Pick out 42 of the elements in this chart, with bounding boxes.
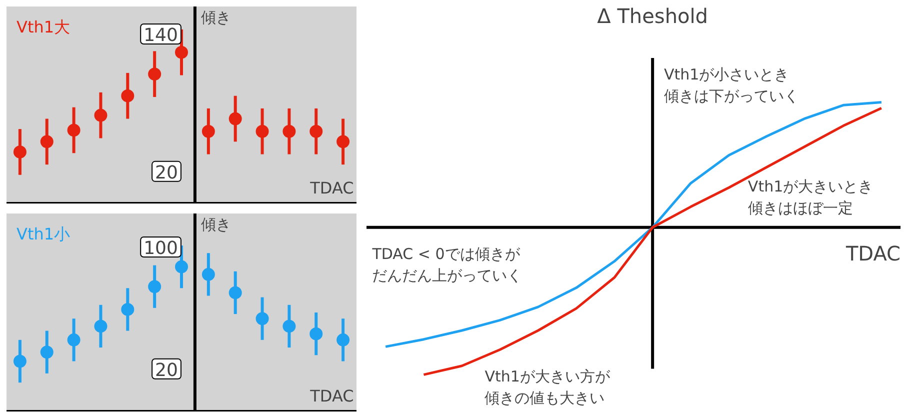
point (282, 320, 296, 333)
point (40, 346, 54, 359)
point (13, 145, 26, 158)
point (13, 354, 26, 368)
y-tick-label: 20 (155, 162, 178, 184)
point (310, 124, 323, 138)
y-axis-title: 傾き (200, 8, 231, 26)
point (67, 124, 80, 137)
annotation: Vth1が大きいとき傾きはほぼ一定 (748, 177, 874, 217)
point (202, 268, 215, 281)
text: Vth1小 (16, 224, 70, 244)
x-axis-title: TDAC (844, 241, 900, 266)
point (94, 108, 108, 122)
x-axis-title: TDAC (309, 386, 354, 406)
point (121, 89, 134, 102)
x-axis-title: TDAC (309, 178, 354, 198)
point (148, 68, 162, 81)
point (175, 46, 188, 59)
point (94, 320, 108, 333)
annotation: TDAC < 0では傾きがだんだん上がっていく (371, 245, 522, 285)
point (228, 286, 242, 300)
annotation: Vth1が小さいとき傾きは下がっていく (664, 65, 800, 106)
point (310, 327, 323, 340)
text: Vth1大 (16, 18, 70, 36)
point (175, 260, 188, 274)
y-tick-label: 100 (144, 238, 178, 260)
point (256, 312, 269, 326)
point (67, 333, 80, 346)
point (228, 112, 242, 126)
point (40, 135, 54, 148)
y-tick-label: 20 (155, 360, 178, 381)
point (256, 124, 269, 138)
point (336, 135, 350, 148)
y-tick-label: 140 (144, 24, 178, 46)
point (121, 302, 134, 316)
point (148, 280, 162, 294)
point (336, 333, 350, 346)
y-axis-title: Δ Theshold (597, 4, 708, 28)
point (202, 124, 215, 138)
y-axis-title: 傾き (200, 216, 231, 234)
point (282, 124, 296, 138)
annotation: Vth1が大きい方が傾きの値も大きい (484, 367, 611, 407)
